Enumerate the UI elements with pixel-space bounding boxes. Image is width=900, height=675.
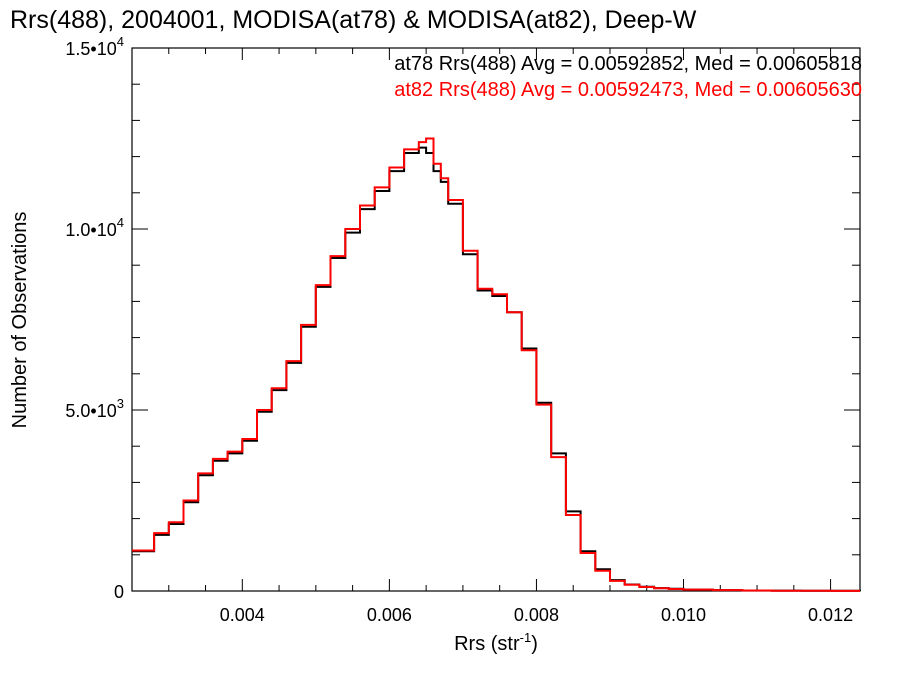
chart-title: Rrs(488), 2004001, MODISA(at78) & MODISA… [10,6,697,34]
series-line-at82 [132,137,860,592]
series-group [132,137,861,592]
y-tick-label-exponent: 4 [117,215,124,230]
x-tick-label: 0.008 [514,605,559,625]
series-line-at78 [132,146,861,592]
y-tick-label: 1.0•104 [65,215,124,240]
y-tick-label-exponent: 3 [117,396,124,411]
y-tick-label: 5.0•103 [65,396,124,421]
x-tick-label: 0.012 [808,605,853,625]
y-tick-label-exponent: 4 [117,34,124,49]
plot-frame [131,47,861,592]
y-tick-label-base: 0 [114,582,124,602]
y-axis-label: Number of Observations [9,212,31,429]
y-tick-label: 0 [114,582,124,602]
x-tick-labels: 0.004 0.006 0.008 0.010 0.012 [220,605,853,625]
x-axis-label: Rrs (str-1) [454,630,538,655]
x-axis-label-superscript: -1 [520,630,532,645]
x-tick-label: 0.004 [220,605,265,625]
x-tick-label: 0.006 [367,605,412,625]
x-tick-label: 0.010 [661,605,706,625]
x-axis-label-text: Rrs (str [454,633,520,655]
x-axis-label-close: ) [531,633,538,655]
y-tick-label-base: 1.5•10 [65,39,116,59]
axis-ticks [132,47,860,592]
y-tick-label-base: 1.0•10 [65,220,116,240]
stats-line-at78: at78 Rrs(488) Avg = 0.00592852, Med = 0.… [394,53,862,75]
y-tick-label-base: 5.0•10 [65,401,116,421]
stats-line-at82: at82 Rrs(488) Avg = 0.00592473, Med = 0.… [394,79,862,101]
y-tick-label: 1.5•104 [65,34,124,59]
